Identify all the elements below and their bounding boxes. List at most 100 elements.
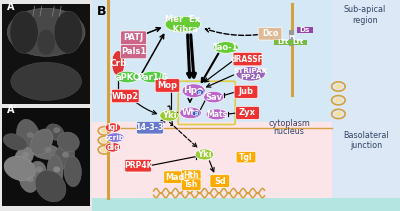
Ellipse shape	[106, 133, 124, 142]
Bar	[296, 27, 312, 32]
FancyBboxPatch shape	[155, 79, 180, 92]
Text: Sd: Sd	[214, 177, 226, 185]
Bar	[274, 39, 292, 45]
Text: scrib: scrib	[105, 135, 125, 141]
FancyBboxPatch shape	[181, 179, 201, 190]
Ellipse shape	[35, 170, 66, 202]
FancyBboxPatch shape	[121, 31, 146, 45]
FancyBboxPatch shape	[121, 45, 146, 59]
Ellipse shape	[30, 129, 53, 155]
Text: Jub: Jub	[238, 87, 254, 96]
Text: cytoplasm: cytoplasm	[268, 119, 310, 128]
Ellipse shape	[3, 134, 27, 150]
Ellipse shape	[27, 176, 34, 182]
Text: Sub-apical
region: Sub-apical region	[344, 5, 386, 25]
Ellipse shape	[20, 170, 38, 192]
Text: Wbp2: Wbp2	[112, 92, 139, 100]
Circle shape	[196, 90, 204, 95]
Bar	[332, 0, 400, 211]
Ellipse shape	[53, 166, 60, 172]
FancyBboxPatch shape	[125, 159, 152, 172]
Text: Pals1: Pals1	[121, 47, 146, 56]
Ellipse shape	[180, 107, 201, 119]
Text: Lft: Lft	[277, 39, 288, 45]
Ellipse shape	[7, 8, 85, 56]
FancyBboxPatch shape	[136, 121, 163, 134]
Text: Mats: Mats	[206, 110, 227, 119]
Ellipse shape	[16, 119, 40, 155]
Text: Yki: Yki	[162, 111, 176, 120]
Ellipse shape	[15, 147, 33, 166]
Text: Tsh: Tsh	[184, 180, 198, 189]
Text: Hpo: Hpo	[184, 86, 204, 95]
Circle shape	[101, 147, 108, 152]
Ellipse shape	[236, 67, 265, 81]
FancyBboxPatch shape	[164, 171, 185, 184]
Text: Ft: Ft	[288, 35, 295, 41]
Ellipse shape	[165, 16, 200, 32]
Text: Lft: Lft	[293, 39, 304, 45]
Bar	[290, 39, 307, 45]
Bar	[289, 30, 294, 46]
FancyBboxPatch shape	[233, 52, 262, 66]
Text: Basolateral
junction: Basolateral junction	[343, 131, 389, 150]
Text: Zyx: Zyx	[239, 108, 256, 117]
Ellipse shape	[64, 156, 81, 187]
Ellipse shape	[140, 71, 166, 83]
Ellipse shape	[22, 152, 29, 158]
Text: dlg: dlg	[106, 143, 120, 152]
Text: STRIPAK
PP2A: STRIPAK PP2A	[234, 68, 268, 80]
Ellipse shape	[53, 144, 74, 169]
FancyBboxPatch shape	[181, 170, 201, 181]
Text: Mad: Mad	[165, 173, 184, 182]
Ellipse shape	[214, 42, 238, 53]
FancyBboxPatch shape	[236, 151, 256, 163]
Ellipse shape	[53, 127, 60, 133]
Ellipse shape	[10, 11, 38, 53]
Ellipse shape	[36, 166, 43, 172]
Ellipse shape	[105, 143, 121, 152]
Bar	[92, 198, 400, 211]
Text: p: p	[194, 111, 198, 116]
Ellipse shape	[195, 149, 214, 160]
Text: Crb: Crb	[110, 59, 127, 68]
Ellipse shape	[57, 132, 79, 152]
Ellipse shape	[54, 11, 82, 53]
Circle shape	[101, 138, 108, 143]
Ellipse shape	[160, 110, 178, 121]
Text: p: p	[198, 90, 202, 95]
Circle shape	[335, 111, 342, 116]
Ellipse shape	[204, 91, 224, 103]
Text: Yki: Yki	[197, 150, 212, 159]
Text: Tgl: Tgl	[239, 153, 253, 162]
Circle shape	[335, 98, 342, 103]
Text: Mop: Mop	[158, 81, 178, 90]
Text: nucleus: nucleus	[274, 127, 304, 136]
Ellipse shape	[29, 161, 46, 181]
Text: Tao-1: Tao-1	[213, 43, 239, 52]
Text: PRP4K: PRP4K	[124, 161, 152, 170]
Bar	[92, 0, 332, 122]
Text: Dco: Dco	[262, 29, 278, 38]
Ellipse shape	[32, 144, 60, 159]
FancyBboxPatch shape	[112, 89, 139, 103]
Text: B: B	[97, 5, 106, 18]
Text: A: A	[7, 2, 15, 12]
FancyBboxPatch shape	[234, 85, 258, 98]
Ellipse shape	[4, 156, 35, 181]
Circle shape	[192, 111, 200, 116]
Text: PATJ: PATJ	[124, 34, 144, 42]
Bar	[92, 122, 332, 198]
Ellipse shape	[46, 124, 64, 140]
Ellipse shape	[112, 51, 125, 76]
Text: Hth: Hth	[183, 171, 199, 180]
Ellipse shape	[27, 132, 34, 138]
Text: lgl: lgl	[108, 123, 118, 132]
Ellipse shape	[182, 84, 205, 97]
Ellipse shape	[11, 62, 82, 100]
Text: dRASSF: dRASSF	[231, 55, 264, 64]
Text: A': A'	[7, 106, 18, 115]
FancyBboxPatch shape	[210, 175, 230, 187]
Ellipse shape	[206, 109, 228, 120]
Text: Ds: Ds	[299, 27, 310, 33]
